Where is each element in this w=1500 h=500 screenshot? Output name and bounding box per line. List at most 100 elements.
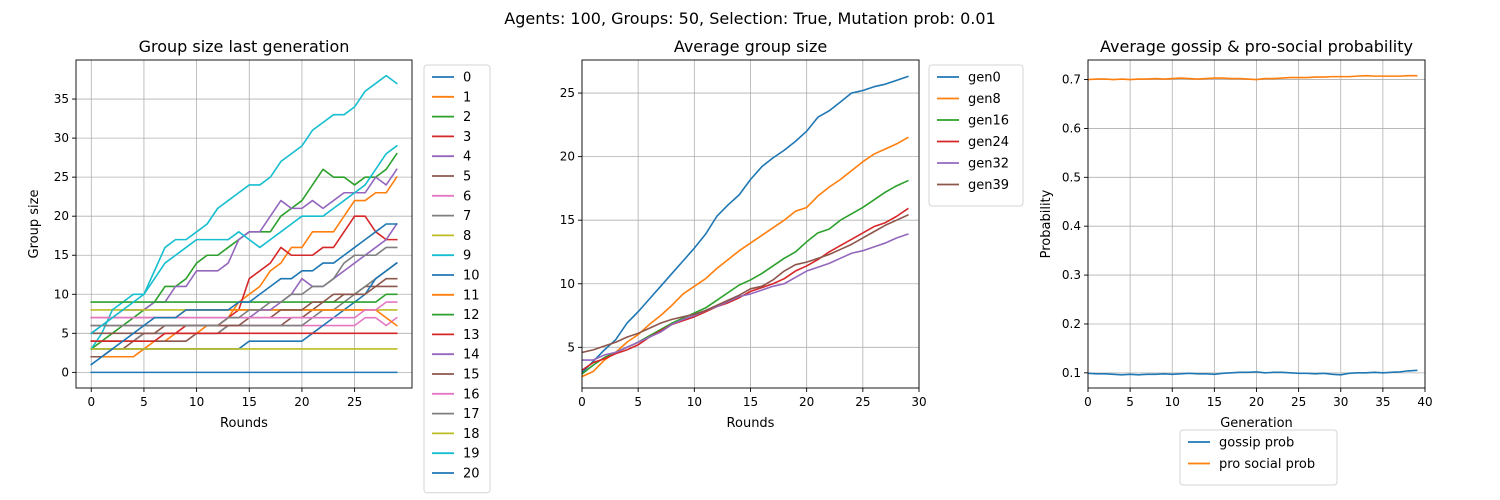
chart1-ytick-label-1: 10 — [560, 277, 575, 291]
chart0-legend-label-1: 1 — [463, 90, 471, 105]
chart2-legend-box — [1179, 429, 1338, 486]
chart0-legend-label-7: 7 — [463, 209, 471, 224]
chart0-legend-label-11: 11 — [463, 288, 480, 303]
chart2-ytick-label-1: 0.2 — [1062, 317, 1081, 331]
chart0-legend-label-10: 10 — [463, 269, 480, 284]
chart0-ylabel: Group size — [27, 190, 42, 259]
chart0-series-line-1 — [90, 176, 398, 358]
chart2-ytick-label-4: 0.5 — [1062, 170, 1081, 184]
chart2-series-line-gossip-prob — [1088, 369, 1418, 376]
chart1-ytick-label-3: 20 — [560, 150, 575, 164]
chart0-legend-label-8: 8 — [463, 229, 471, 244]
chart1-legend-label-gen24: gen24 — [968, 135, 1009, 150]
chart0-series-line-9 — [90, 74, 398, 351]
chart0-legend-box — [423, 64, 491, 494]
chart0-frame — [75, 59, 413, 389]
chart1-ytick-label-0: 5 — [567, 340, 575, 354]
chart0-xtick-label-5: 25 — [347, 395, 362, 409]
chart1-series-line-gen0 — [582, 75, 909, 374]
chart0-ytick-label-6: 30 — [54, 131, 69, 145]
chart0-series-line-19 — [90, 144, 398, 335]
chart2-xtick-label-2: 10 — [1165, 395, 1180, 409]
chart0-series-line-17 — [90, 246, 398, 327]
chart2-xlabel: Generation — [1220, 416, 1293, 431]
chart0-ytick-label-5: 25 — [54, 170, 69, 184]
chart0-legend-label-20: 20 — [463, 467, 480, 482]
chart1-xtick-label-0: 0 — [578, 395, 586, 409]
chart0-series-line-10 — [90, 261, 398, 350]
chart0-series — [90, 74, 398, 374]
chart1-xtick-label-3: 15 — [743, 395, 758, 409]
chart-average-gossip-prosocial-probability: 0 5 10 15 20 25 30 35 40 0.1 0.2 0.3 0.4 0.5 0.6 0.7 Ave… — [1039, 37, 1433, 486]
chart2-ylabel: Probability — [1039, 189, 1054, 258]
chart0-legend-label-15: 15 — [463, 368, 480, 383]
chart1-xtick-label-1: 5 — [634, 395, 642, 409]
chart2-ytick-label-6: 0.7 — [1062, 73, 1081, 87]
chart0-legend-label-12: 12 — [463, 308, 480, 323]
chart1-xtick-label-4: 20 — [799, 395, 814, 409]
chart0-xtick-label-4: 20 — [294, 395, 309, 409]
chart2-legend: gossip prob pro social prob — [1179, 429, 1338, 486]
chart0-legend-label-16: 16 — [463, 387, 480, 402]
chart1-ytick-label-4: 25 — [560, 86, 575, 100]
chart-group-size-last-generation: 0 5 10 15 20 25 0 5 10 15 20 25 30 35 Group size last … — [27, 37, 491, 494]
chart2-ytick-label-2: 0.3 — [1062, 268, 1081, 282]
chart1-xtick-label-2: 10 — [687, 395, 702, 409]
figure-suptitle: Agents: 100, Groups: 50, Selection: True… — [504, 9, 996, 28]
chart1-xtick-label-5: 25 — [855, 395, 870, 409]
chart0-legend-label-5: 5 — [463, 170, 471, 185]
chart0-legend-label-2: 2 — [463, 110, 471, 125]
chart2-xtick-label-5: 25 — [1291, 395, 1306, 409]
chart2-title: Average gossip & pro-social probability — [1100, 37, 1413, 56]
chart0-ytick-label-7: 35 — [54, 92, 69, 106]
chart1-series-line-gen32 — [582, 233, 909, 361]
chart2-xtick-label-8: 40 — [1417, 395, 1432, 409]
chart2-series-line-pro-social-prob — [1088, 74, 1418, 81]
chart0-series-line-14 — [90, 222, 398, 319]
chart1-series — [582, 75, 909, 378]
chart0-series-line-15 — [90, 277, 398, 335]
chart2-legend-label-pro-social-prob: pro social prob — [1219, 457, 1315, 472]
chart0-legend-label-13: 13 — [463, 328, 480, 343]
chart0-ytick-label-4: 20 — [54, 209, 69, 223]
chart1-xtick-label-6: 30 — [911, 395, 926, 409]
chart1-legend-label-gen0: gen0 — [968, 71, 1001, 86]
chart2-xtick-label-1: 5 — [1126, 395, 1134, 409]
chart1-legend-label-gen39: gen39 — [968, 178, 1009, 193]
chart1-legend-label-gen16: gen16 — [968, 114, 1009, 129]
chart0-series-line-7 — [90, 261, 398, 342]
chart2-ytick-label-5: 0.6 — [1062, 121, 1081, 135]
chart0-series-line-20 — [90, 223, 398, 366]
chart0-xtick-label-3: 15 — [242, 395, 257, 409]
chart0-series-line-16 — [90, 301, 398, 319]
chart1-ytick-label-2: 15 — [560, 213, 575, 227]
chart0-legend-label-4: 4 — [463, 150, 471, 165]
chart1-series-line-gen39 — [582, 214, 909, 354]
chart0-ytick-label-3: 15 — [54, 248, 69, 262]
chart-average-group-size: 0 5 10 15 20 25 30 5 10 15 20 25 Average group size R… — [560, 37, 1024, 431]
chart2-ytick-label-0: 0.1 — [1062, 366, 1081, 380]
chart0-series-line-4 — [90, 168, 398, 335]
chart2-xtick-label-6: 30 — [1333, 395, 1348, 409]
chart0-xtick-label-0: 0 — [87, 395, 95, 409]
chart0-legend-label-18: 18 — [463, 427, 480, 442]
chart0-xtick-label-2: 10 — [189, 395, 204, 409]
chart1-series-line-gen8 — [582, 136, 909, 378]
chart1-legend-label-gen8: gen8 — [968, 92, 1001, 107]
chart2-xtick-label-7: 35 — [1375, 395, 1390, 409]
chart2-xtick-label-0: 0 — [1084, 395, 1092, 409]
chart0-legend-label-17: 17 — [463, 407, 480, 422]
chart2-xtick-label-4: 20 — [1249, 395, 1264, 409]
chart2-legend-label-gossip-prob: gossip prob — [1219, 436, 1294, 451]
chart0-ytick-label-1: 5 — [61, 326, 69, 340]
chart0-legend-label-6: 6 — [463, 189, 471, 204]
chart0-series-line-2 — [90, 152, 398, 351]
chart2-xtick-label-3: 15 — [1207, 395, 1222, 409]
chart0-legend-label-3: 3 — [463, 130, 471, 145]
chart0-legend-label-9: 9 — [463, 249, 471, 264]
chart0-ytick-label-2: 10 — [54, 287, 69, 301]
chart0-legend-label-0: 0 — [463, 71, 471, 86]
chart0-title: Group size last generation — [139, 37, 350, 56]
